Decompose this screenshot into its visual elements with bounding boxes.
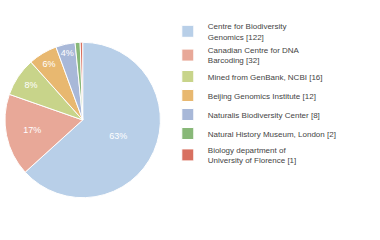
svg-text:4%: 4% bbox=[61, 48, 74, 58]
svg-text:17%: 17% bbox=[23, 125, 41, 135]
svg-text:Canadian Centre for DNABarcodi: Canadian Centre for DNABarcoding [32] bbox=[208, 46, 300, 65]
svg-text:Centre for BiodiversityGenomic: Centre for BiodiversityGenomics [122] bbox=[208, 22, 287, 41]
svg-text:Beijing Genomics Institute [12: Beijing Genomics Institute [12] bbox=[208, 92, 316, 101]
svg-text:Mined from GenBank, NCBI [16]: Mined from GenBank, NCBI [16] bbox=[208, 73, 323, 82]
svg-text:6%: 6% bbox=[43, 59, 56, 69]
svg-text:Naturalis Biodiversity Center: Naturalis Biodiversity Center [8] bbox=[208, 111, 320, 120]
svg-text:Biology department ofUniversit: Biology department ofUniversity of Flore… bbox=[208, 146, 296, 165]
svg-text:63%: 63% bbox=[109, 131, 127, 141]
svg-text:8%: 8% bbox=[24, 80, 37, 90]
svg-text:Natural History Museum, London: Natural History Museum, London [2] bbox=[208, 130, 336, 139]
